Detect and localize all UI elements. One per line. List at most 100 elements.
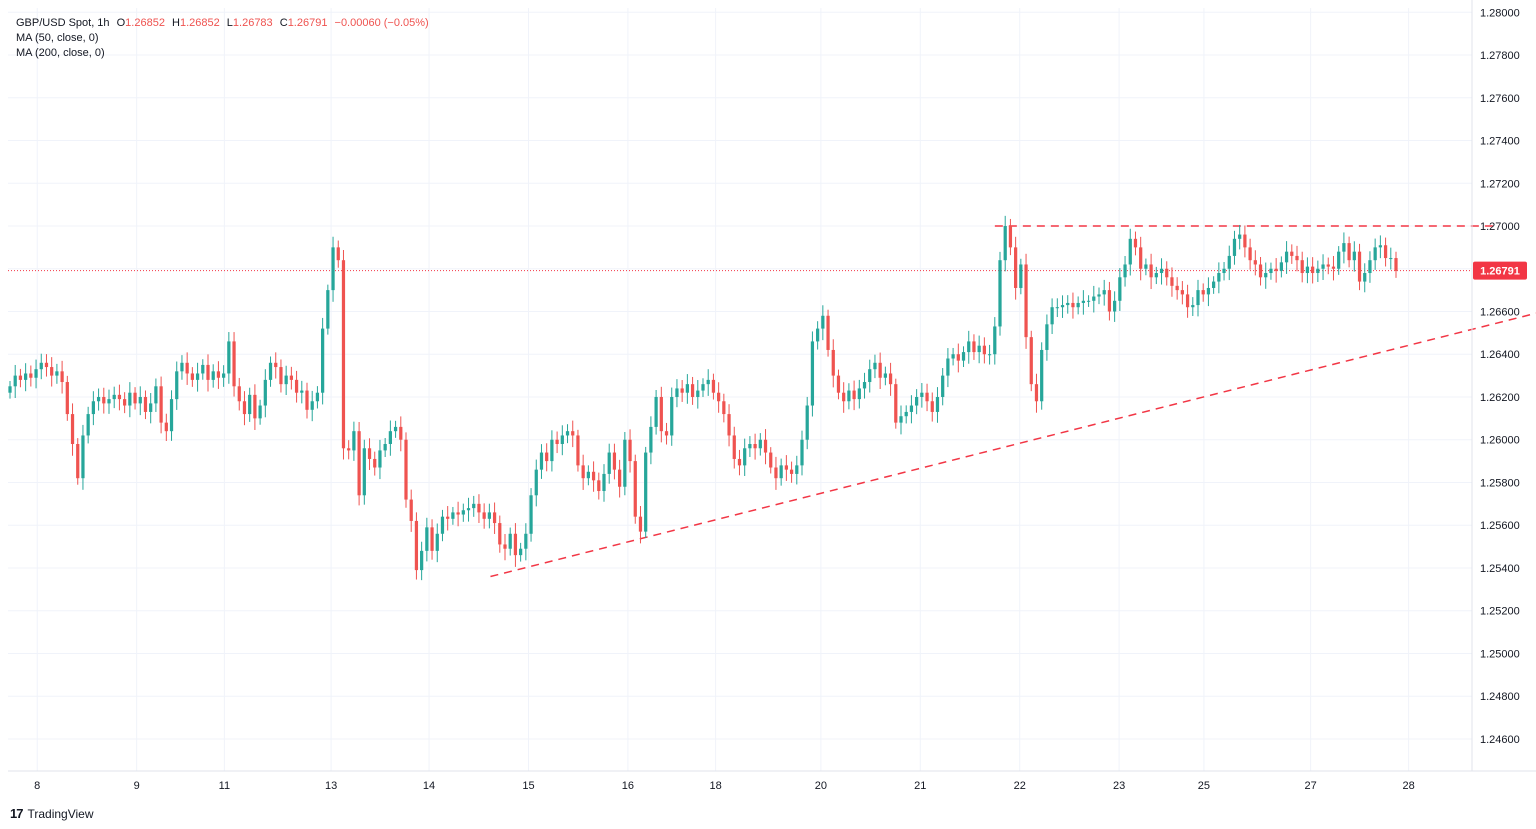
candle-body	[8, 386, 12, 393]
candle-body	[1071, 302, 1075, 308]
candle-body	[138, 396, 142, 404]
axes: 1.28000 1.27800 1.27600 1.27400 1.27200 1.270…	[8, 0, 1536, 792]
open-value: 1.26852	[125, 17, 165, 29]
candle-body	[816, 328, 820, 342]
candle-body	[769, 452, 773, 468]
candle-body	[420, 550, 424, 571]
candle-body	[294, 379, 299, 393]
candle-body	[654, 396, 658, 427]
candle-body	[644, 452, 648, 532]
candle-body	[315, 392, 320, 402]
ohlc-row: GBP/USD Spot, 1h O1.26852 H1.26852 L1.26…	[16, 16, 429, 31]
candle-body	[909, 405, 914, 412]
candle-body	[1347, 243, 1351, 261]
candle-body	[1321, 264, 1325, 269]
candle-body	[534, 469, 538, 496]
candle-body	[1081, 300, 1085, 303]
y-tick-label: 1.26400	[1480, 349, 1520, 361]
candle-body	[732, 435, 736, 459]
candle-body	[743, 448, 747, 466]
candle-body	[1201, 290, 1205, 295]
candle-body	[571, 431, 575, 436]
support-trendline[interactable]	[490, 311, 1536, 578]
candle-body	[102, 396, 106, 404]
candle-body	[904, 411, 908, 417]
candle-body	[972, 341, 976, 353]
x-tick-label: 16	[622, 780, 634, 792]
candle-body	[409, 499, 413, 521]
candle-body	[508, 533, 512, 549]
candle-body	[60, 371, 64, 383]
ma50-label[interactable]: MA (50, close, 0)	[16, 32, 99, 44]
candle-body	[503, 544, 507, 549]
candle-body	[1024, 264, 1028, 338]
y-tick-label: 1.26600	[1480, 306, 1520, 318]
candle-body	[529, 495, 533, 534]
candle-body	[357, 431, 361, 496]
candle-body	[414, 520, 419, 571]
candle-body	[133, 392, 137, 404]
candle-body	[1217, 273, 1221, 282]
candle-body	[185, 362, 189, 374]
candle-body	[1055, 307, 1059, 309]
candle-body	[821, 315, 825, 329]
ma200-label[interactable]: MA (200, close, 0)	[16, 47, 105, 59]
candle-body	[492, 512, 497, 524]
candle-body	[1363, 273, 1367, 282]
candle-body	[800, 439, 804, 466]
candle-body	[831, 349, 835, 376]
candle-body	[1222, 268, 1226, 274]
candle-body	[826, 315, 830, 350]
close-label: C	[279, 17, 288, 29]
candle-body	[1373, 247, 1377, 261]
candle-body	[1295, 255, 1299, 261]
candle-body	[1212, 281, 1216, 288]
candle-body	[159, 386, 163, 423]
brand-name: TradingView	[27, 806, 94, 821]
candle-body	[519, 548, 523, 556]
candle-body	[169, 399, 174, 432]
candle-body	[680, 388, 684, 393]
candle-body	[550, 439, 554, 462]
candle-body	[1014, 247, 1018, 288]
x-tick-label: 25	[1198, 780, 1210, 792]
candle-body	[1383, 245, 1388, 259]
tradingview-brand[interactable]: 17 TradingView	[10, 806, 94, 821]
candle-body	[987, 354, 992, 356]
candle-body	[1269, 268, 1273, 274]
candle-body	[305, 390, 309, 410]
candle-body	[961, 352, 966, 361]
candle-body	[899, 416, 903, 423]
symbol-label: GBP/USD Spot, 1h	[16, 17, 110, 29]
candle-body	[539, 452, 544, 470]
candle-body	[883, 373, 887, 378]
y-tick-label: 1.24600	[1480, 734, 1520, 746]
y-tick-label: 1.26200	[1480, 392, 1520, 404]
candle-body	[795, 465, 799, 474]
candle-body	[1144, 264, 1148, 269]
candle-body	[737, 458, 742, 466]
candle-body	[1305, 266, 1310, 274]
y-tick-label: 1.28000	[1480, 7, 1520, 19]
candle-body	[1185, 294, 1190, 308]
candle-body	[774, 467, 778, 479]
candle-body	[690, 384, 695, 397]
candle-body	[112, 394, 116, 400]
candle-body	[258, 405, 262, 419]
x-tick-label: 15	[522, 780, 534, 792]
candle-body	[685, 384, 689, 393]
x-tick-label: 11	[219, 780, 230, 792]
candle-body	[1368, 260, 1372, 274]
candle-body	[935, 396, 940, 412]
candle-body	[211, 371, 215, 380]
candle-body	[805, 405, 809, 440]
candle-body	[347, 448, 351, 451]
candle-body	[24, 373, 28, 380]
candle-body	[857, 388, 861, 400]
candle-body	[1258, 264, 1263, 278]
candle-body	[789, 469, 794, 474]
candle-body	[1128, 238, 1132, 265]
tradingview-logo-icon: 17	[10, 806, 24, 821]
candle-body	[1342, 243, 1346, 252]
